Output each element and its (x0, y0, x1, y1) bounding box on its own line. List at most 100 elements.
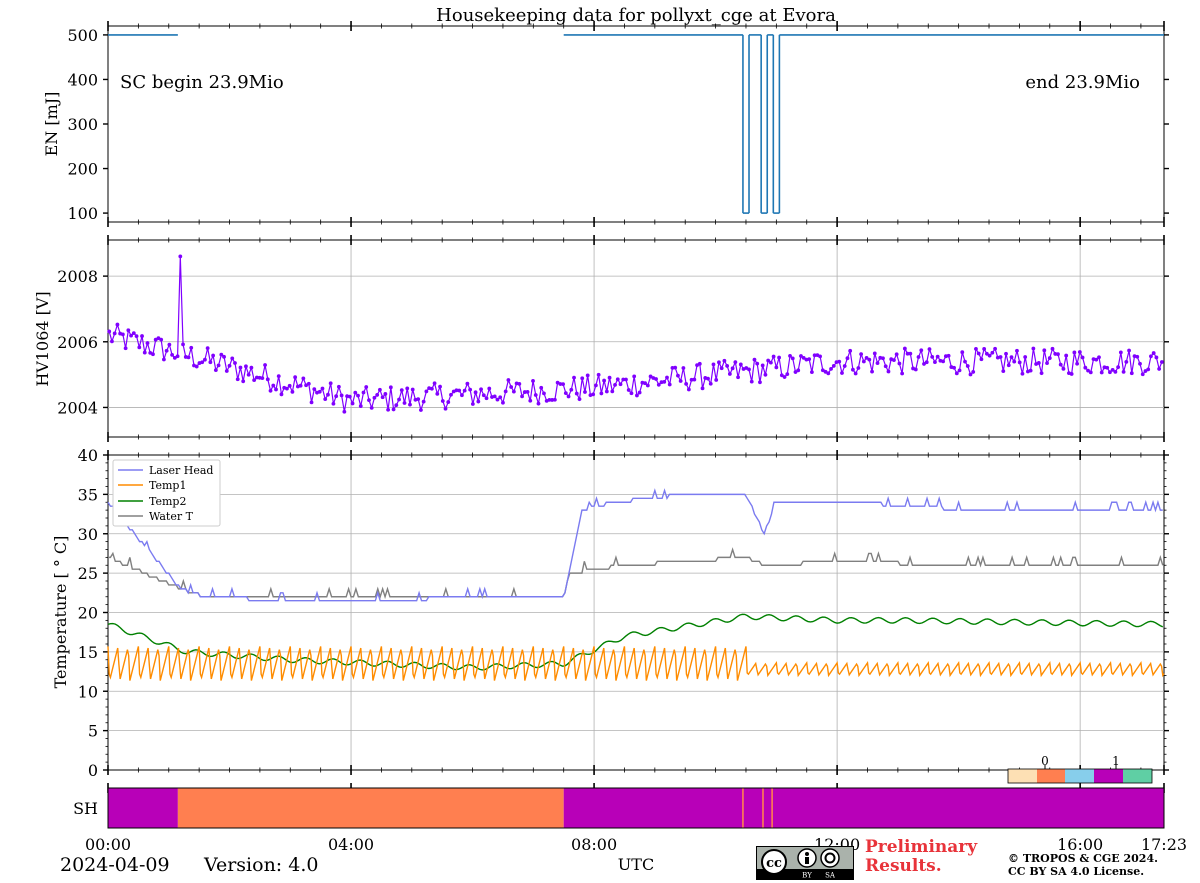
hv1064-point (323, 397, 328, 401)
colorbar-seg-3 (1094, 769, 1123, 783)
temp2-line (107, 613, 1164, 671)
preliminary-line-2: Results. (865, 856, 942, 876)
hv1064-point (621, 377, 626, 382)
hv1064-point (531, 378, 535, 383)
hv-ylabel: HV1064 [V] (33, 291, 52, 386)
hv1064-point (517, 382, 522, 386)
hv1064-point (326, 392, 330, 397)
hv1064-point (963, 359, 967, 364)
hv1064-point (1020, 371, 1025, 376)
hv1064-point (110, 339, 114, 344)
hv1064-point (826, 371, 831, 376)
hv1064-point (279, 392, 284, 397)
hv1064-point (170, 353, 175, 357)
hv1064-point (399, 388, 404, 393)
hv1064-point (725, 364, 730, 368)
hv1064-point (935, 354, 940, 359)
legend-label-temp1: Temp1 (149, 479, 186, 492)
hv1064-point (632, 374, 637, 379)
hv1064-point (203, 357, 207, 362)
hv1064-point (1017, 360, 1022, 365)
hv1064-point (599, 391, 604, 396)
hv1064-point (317, 389, 322, 394)
hv1064-point (454, 388, 459, 393)
hv1064-point (536, 401, 541, 406)
hv1064-point (539, 385, 544, 390)
hv1064-point (809, 370, 814, 375)
hv1064-point (1118, 350, 1123, 355)
hv1064-point (172, 355, 177, 360)
hv1064-point (186, 355, 191, 360)
hv1064-point (760, 363, 765, 368)
hv1064-point (733, 360, 738, 365)
hv1064-point (1088, 370, 1093, 375)
hv1064-point (1053, 352, 1058, 356)
temp-ylabel: Temperature [ ° C] (51, 536, 70, 689)
hv1064-point (222, 354, 226, 359)
hv1064-point (224, 369, 229, 373)
hv1064-point (200, 360, 205, 365)
hv1064-point (883, 364, 888, 369)
hv1064-point (498, 395, 503, 400)
hv1064-point (142, 350, 147, 355)
hv1064-point (252, 378, 257, 383)
hv1064-point (618, 382, 623, 387)
hv1064-point (635, 393, 639, 398)
hv1064-point (1086, 368, 1090, 373)
hv1064-point (1050, 346, 1055, 351)
hv1064-point (859, 352, 864, 356)
hv1064-point (339, 393, 344, 398)
hv1064-point (386, 407, 391, 412)
hv1064-point (829, 366, 833, 371)
colorbar-seg-4 (1123, 769, 1152, 783)
temp1-line (107, 646, 1165, 681)
hv1064-point (1159, 360, 1164, 364)
hv1064-point (175, 354, 180, 359)
legend-box (112, 459, 221, 527)
hv1064-point (1061, 366, 1066, 371)
hv1064-point (785, 372, 790, 377)
hv1064-point (714, 378, 719, 382)
hv1064-point (960, 350, 965, 355)
hv1064-point (140, 334, 144, 338)
hv1064-point (353, 390, 358, 395)
sh-panel-frame (107, 787, 1165, 829)
en-ytick-label-4: 100 (67, 204, 98, 223)
hv1064-point (842, 364, 847, 368)
hv1064-point (388, 385, 393, 390)
hv1064-point (495, 397, 500, 402)
hv1064-point (383, 392, 388, 396)
hv1064-point (984, 351, 989, 356)
hv1064-point (205, 346, 210, 351)
hv1064-point (867, 357, 872, 362)
hv1064-point (1077, 350, 1082, 354)
hv1064-point (1116, 365, 1121, 370)
hv1064-point (550, 398, 555, 402)
hv1064-point (580, 376, 585, 381)
hv1064-point (801, 355, 806, 360)
hv-ytick-label-2: 2004 (57, 398, 98, 417)
temp-ytick-label-5: 15 (78, 643, 98, 662)
hv1064-point (271, 383, 276, 388)
hv1064-point (1006, 363, 1011, 368)
en-ytick-label-1: 400 (67, 70, 98, 89)
hv1064-point (572, 375, 576, 380)
hv1064-point (260, 376, 265, 381)
hv1064-point (585, 373, 590, 378)
hv1064-point (336, 384, 341, 389)
hv1064-point (1083, 365, 1088, 370)
hv1064-point (380, 395, 385, 400)
temperature-legend: Laser Head Temp1 Temp2 Water T (112, 459, 221, 527)
hv1064-point (681, 366, 686, 370)
hv1064-point (894, 352, 899, 357)
hv1064-point (763, 372, 768, 377)
cc-by-text: BY (802, 872, 812, 880)
hv1064-point (479, 387, 483, 392)
hv1064-point (591, 392, 596, 397)
legend-label-temp2: Temp2 (149, 495, 186, 508)
hv1064-point (492, 394, 497, 399)
hv1064-point (167, 342, 172, 347)
x-tick-label-2: 08:00 (571, 835, 617, 854)
hv1064-point (178, 254, 183, 259)
